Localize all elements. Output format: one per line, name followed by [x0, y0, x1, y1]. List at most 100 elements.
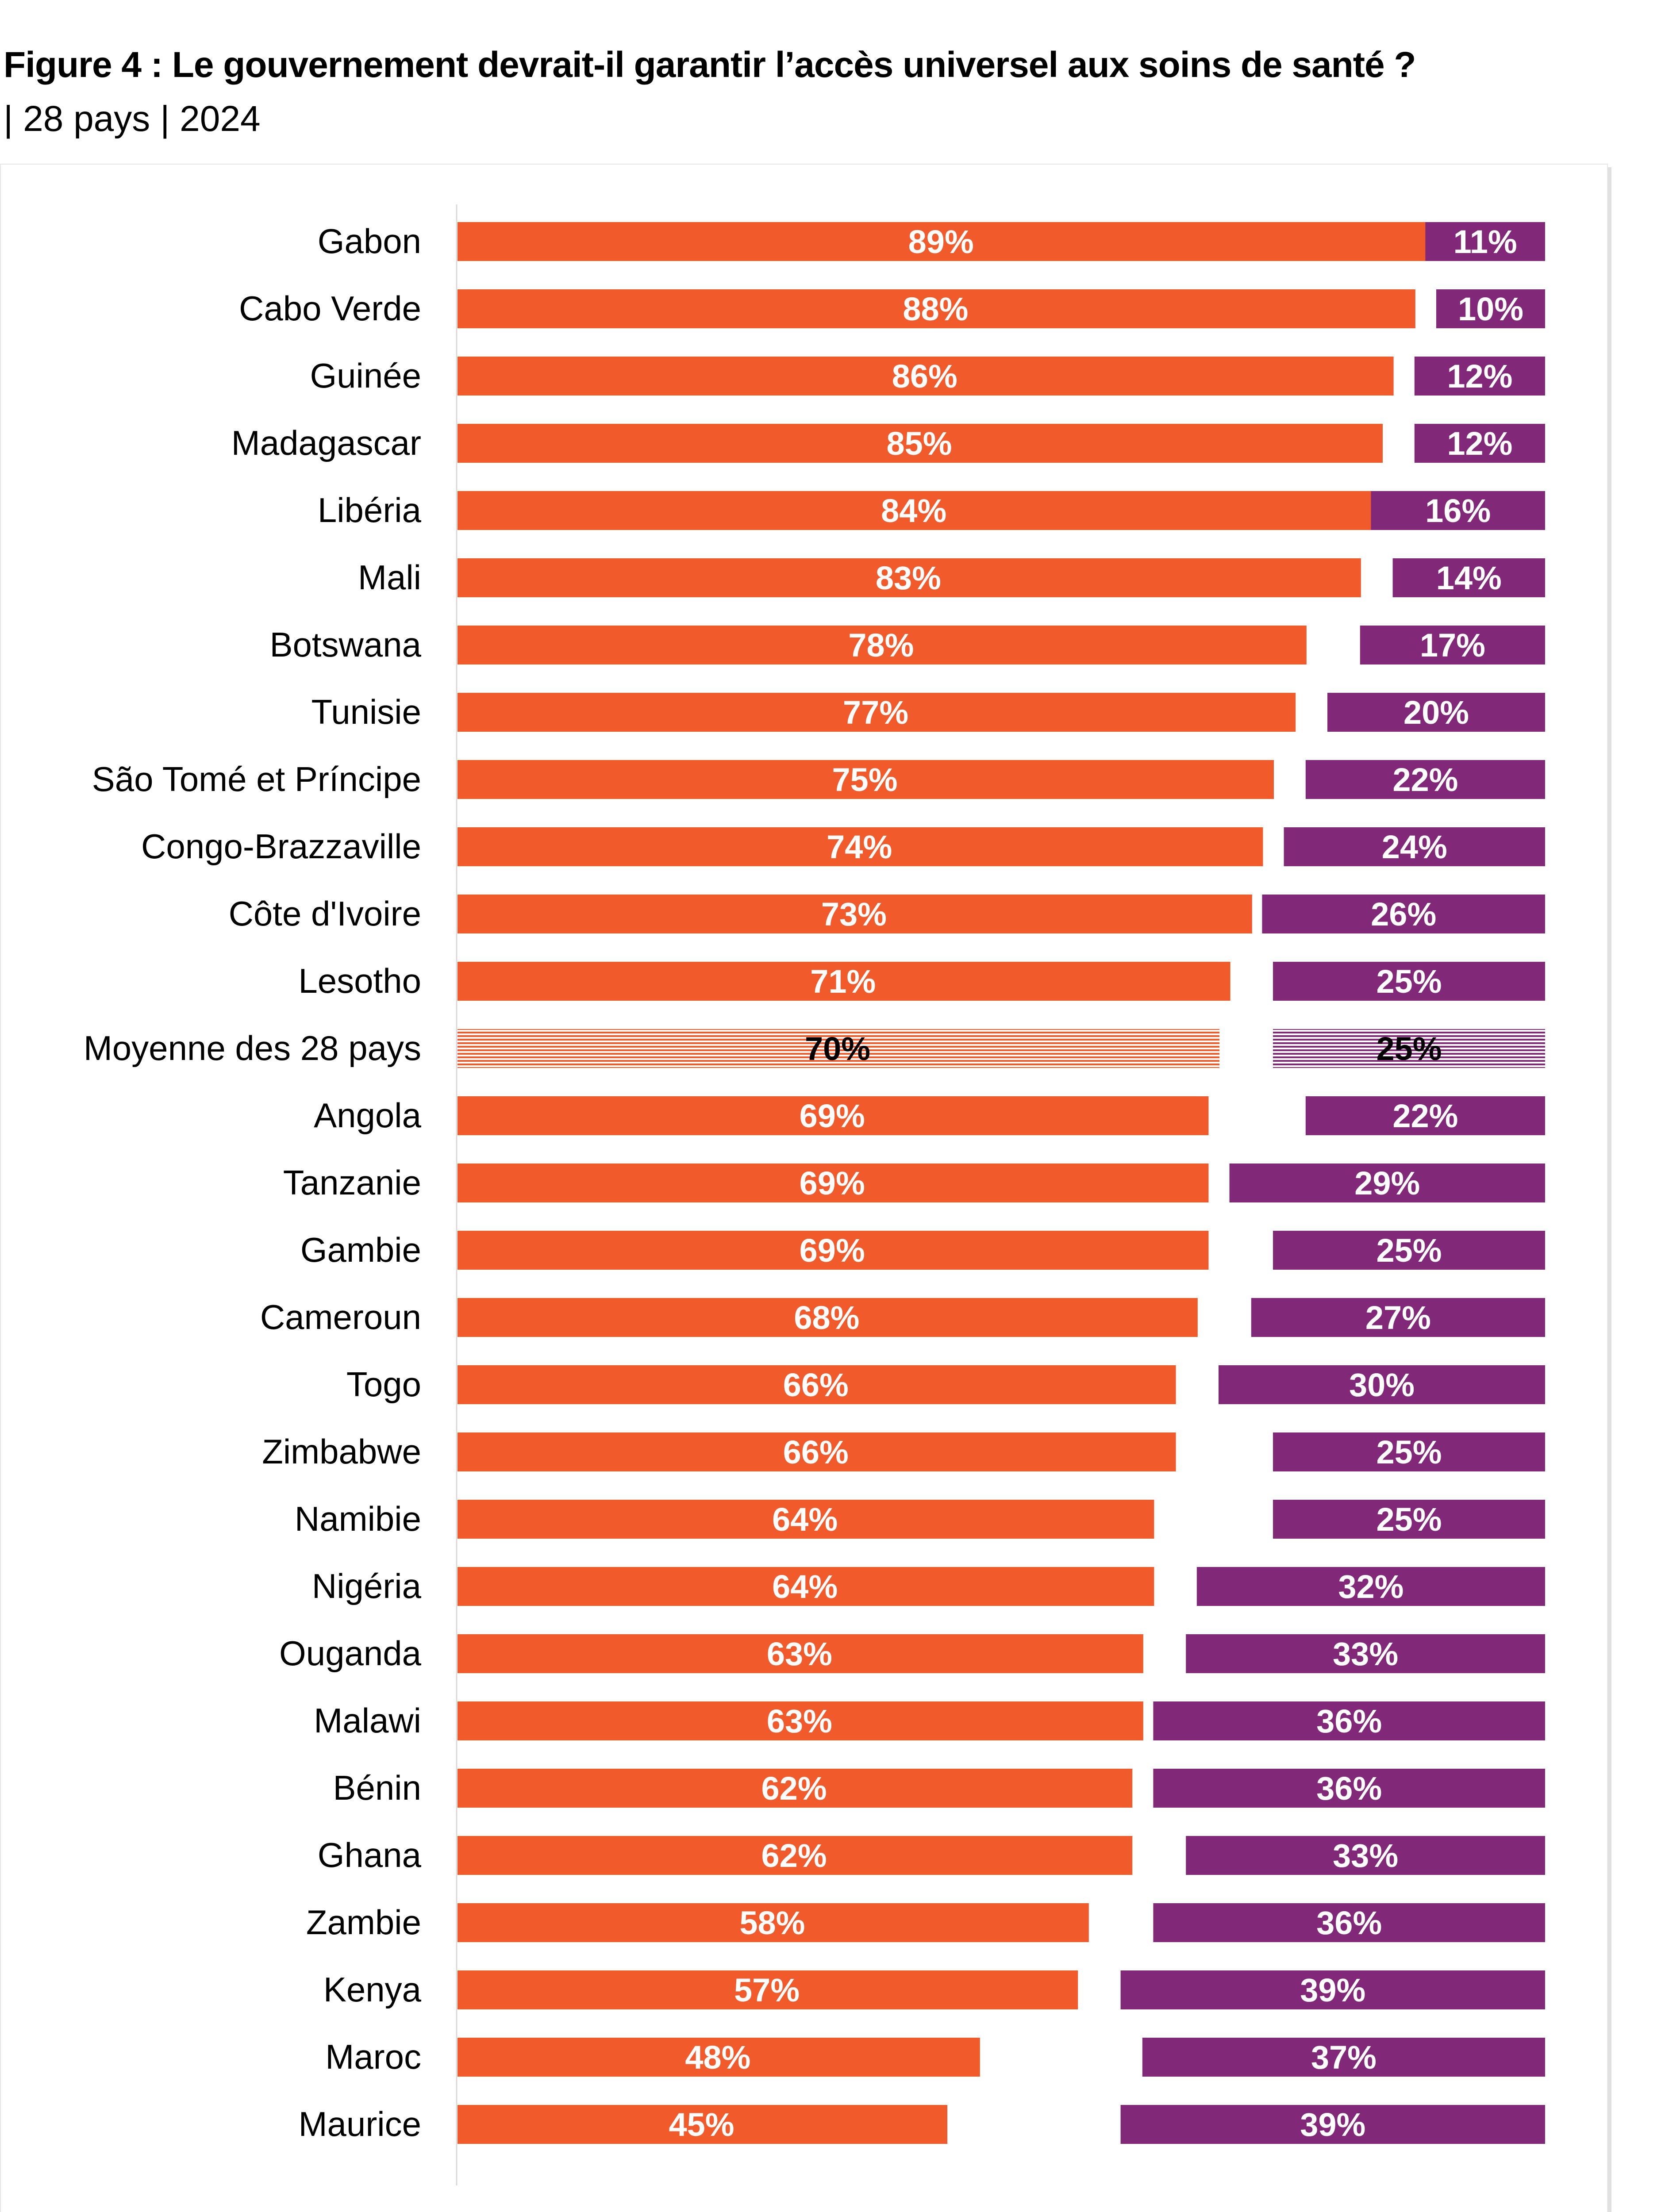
category-label: Namibie — [295, 1499, 421, 1538]
agree-value-label: 83% — [876, 560, 941, 596]
disagree-bar — [1305, 1096, 1545, 1135]
category-label: Mali — [358, 558, 421, 597]
disagree-bar — [1153, 1903, 1545, 1942]
disagree-bar — [1186, 1836, 1545, 1875]
disagree-bar — [1436, 289, 1545, 328]
agree-value-label: 57% — [734, 1972, 800, 2008]
category-label: Ouganda — [279, 1634, 422, 1673]
agree-value-label: 84% — [881, 492, 946, 529]
agree-bar — [458, 357, 1394, 396]
category-label: Cabo Verde — [239, 289, 421, 328]
agree-value-label: 86% — [892, 358, 957, 395]
disagree-value-label: 17% — [1420, 627, 1485, 664]
disagree-value-label: 22% — [1392, 761, 1458, 798]
disagree-value-label: 25% — [1376, 1501, 1442, 1538]
disagree-value-label: 16% — [1425, 492, 1491, 529]
agree-bar — [458, 827, 1263, 866]
category-label: Gambie — [300, 1230, 421, 1269]
disagree-value-label: 27% — [1365, 1299, 1431, 1336]
category-label: Ghana — [318, 1836, 422, 1874]
disagree-value-label: 26% — [1371, 896, 1436, 933]
agree-bar — [458, 424, 1383, 463]
disagree-value-label: 12% — [1447, 425, 1512, 462]
agree-value-label: 66% — [783, 1367, 849, 1403]
disagree-value-label: 25% — [1376, 1030, 1442, 1067]
category-label: São Tomé et Príncipe — [92, 760, 421, 799]
agree-value-label: 64% — [772, 1568, 838, 1605]
disagree-value-label: 39% — [1300, 1972, 1365, 2008]
disagree-value-label: 20% — [1404, 694, 1469, 731]
average-disagree-bar — [1273, 1029, 1545, 1068]
disagree-bar — [1262, 895, 1545, 933]
disagree-value-label: 36% — [1316, 1905, 1382, 1941]
category-label: Nigéria — [312, 1567, 422, 1605]
agree-value-label: 69% — [800, 1232, 865, 1269]
agree-bar — [458, 1500, 1154, 1539]
category-label: Gabon — [318, 222, 421, 261]
disagree-bar — [1392, 558, 1545, 597]
disagree-bar — [1273, 1231, 1545, 1270]
agree-bar — [458, 558, 1361, 597]
agree-value-label: 66% — [783, 1434, 849, 1471]
disagree-bar — [1229, 1164, 1545, 1202]
agree-value-label: 88% — [903, 291, 968, 327]
disagree-bar — [1153, 1701, 1545, 1740]
disagree-bar — [1414, 357, 1545, 396]
agree-value-label: 62% — [761, 1837, 827, 1874]
chart-subtitle: | 28 pays | 2024 — [4, 99, 261, 139]
agree-value-label: 68% — [794, 1299, 859, 1336]
disagree-bar — [1153, 1769, 1545, 1808]
x-tick-label: 20% — [642, 2209, 707, 2212]
agree-value-label: 62% — [761, 1770, 827, 1807]
agree-value-label: 74% — [827, 829, 892, 865]
category-label: Tunisie — [311, 692, 421, 731]
disagree-bar — [1371, 491, 1545, 530]
chart-title: Figure 4 : Le gouvernement devrait-il ga… — [4, 45, 1416, 85]
chart-frame: Gabon 89% 11% Cabo Verde 88% 10% Guinée 86% 12% M… — [0, 164, 1608, 2212]
disagree-value-label: 29% — [1354, 1165, 1420, 1202]
disagree-value-label: 22% — [1392, 1098, 1458, 1134]
disagree-bar — [1251, 1298, 1545, 1337]
agree-value-label: 71% — [810, 963, 876, 1000]
agree-bar — [458, 491, 1372, 530]
disagree-value-label: 11% — [1454, 223, 1517, 260]
agree-value-label: 48% — [685, 2039, 750, 2076]
disagree-bar — [1327, 693, 1545, 732]
chart-svg: Gabon 89% 11% Cabo Verde 88% 10% Guinée 86% 12% M… — [84, 204, 1587, 2212]
agree-bar — [458, 1970, 1078, 2009]
disagree-bar — [1186, 1634, 1545, 1673]
average-agree-bar — [458, 1029, 1219, 1068]
agree-bar — [458, 1903, 1089, 1942]
agree-value-label: 89% — [908, 223, 974, 260]
disagree-bar — [1273, 1500, 1545, 1539]
x-tick-label: 40% — [859, 2209, 925, 2212]
disagree-value-label: 36% — [1316, 1770, 1382, 1807]
agree-bar — [458, 895, 1252, 933]
disagree-value-label: 14% — [1436, 560, 1502, 596]
disagree-bar — [1273, 1432, 1545, 1471]
agree-value-label: 69% — [800, 1165, 865, 1202]
disagree-value-label: 39% — [1300, 2106, 1365, 2143]
agree-value-label: 69% — [800, 1098, 865, 1134]
disagree-value-label: 25% — [1376, 1232, 1442, 1269]
agree-bar — [458, 1231, 1209, 1270]
category-label: Côte d'Ivoire — [229, 894, 421, 933]
disagree-value-label: 37% — [1311, 2039, 1377, 2076]
disagree-value-label: 33% — [1333, 1837, 1398, 1874]
category-label: Cameroun — [260, 1298, 421, 1336]
agree-value-label: 70% — [805, 1030, 870, 1067]
agree-bar — [458, 2105, 947, 2144]
agree-value-label: 85% — [886, 425, 952, 462]
agree-bar — [458, 2038, 980, 2077]
agree-bar — [458, 760, 1274, 799]
agree-value-label: 64% — [772, 1501, 838, 1538]
category-label: Angola — [314, 1096, 421, 1135]
category-label: Zimbabwe — [262, 1432, 421, 1471]
disagree-bar — [1219, 1365, 1545, 1404]
disagree-value-label: 36% — [1316, 1703, 1382, 1740]
agree-bar — [458, 693, 1296, 732]
disagree-value-label: 25% — [1376, 1434, 1442, 1471]
disagree-bar — [1196, 1567, 1545, 1606]
agree-bar — [458, 222, 1427, 261]
agree-value-label: 78% — [848, 627, 914, 664]
